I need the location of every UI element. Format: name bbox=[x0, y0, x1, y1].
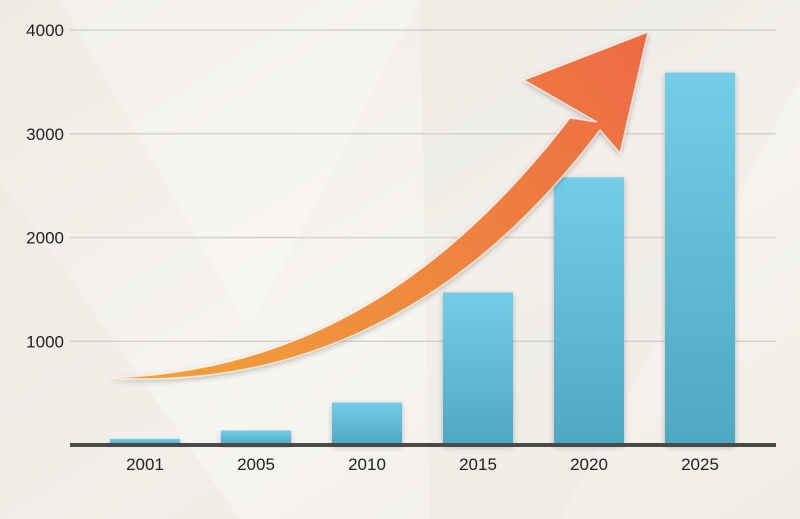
bar-2010 bbox=[332, 402, 402, 445]
bar-2020 bbox=[554, 177, 624, 445]
x-tick-label: 2005 bbox=[237, 455, 275, 474]
y-tick-label: 1000 bbox=[26, 332, 64, 351]
bar-2025 bbox=[665, 72, 735, 445]
x-tick-label: 2010 bbox=[348, 455, 386, 474]
y-tick-label: 4000 bbox=[26, 21, 64, 40]
trend-arrow bbox=[109, 30, 650, 380]
x-axis-tick-labels: 2001 2005 2010 2015 2020 2025 bbox=[126, 455, 719, 474]
x-tick-label: 2001 bbox=[126, 455, 164, 474]
x-tick-label: 2025 bbox=[681, 455, 719, 474]
y-tick-label: 2000 bbox=[26, 229, 64, 248]
background-facet bbox=[0, 180, 240, 519]
bar-2005 bbox=[221, 430, 291, 445]
y-tick-label: 3000 bbox=[26, 125, 64, 144]
x-tick-label: 2020 bbox=[570, 455, 608, 474]
x-tick-label: 2015 bbox=[459, 455, 497, 474]
y-axis-tick-labels: 1000 2000 3000 4000 bbox=[26, 21, 64, 351]
bars bbox=[110, 72, 735, 445]
background-facet bbox=[60, 0, 420, 330]
gridlines bbox=[70, 29, 776, 342]
bar-2001 bbox=[110, 438, 180, 445]
bar-2015 bbox=[443, 292, 513, 445]
